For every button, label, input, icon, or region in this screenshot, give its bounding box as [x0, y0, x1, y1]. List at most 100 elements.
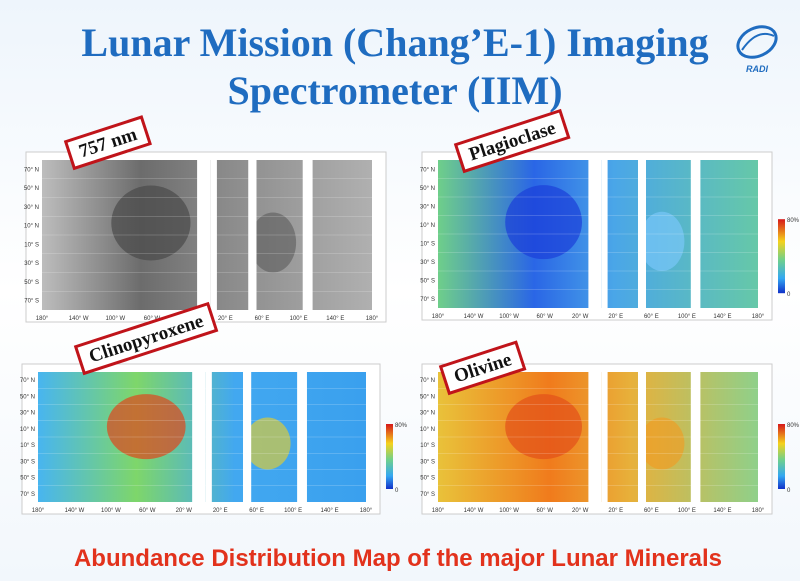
lat-tick-label: 30° S	[24, 261, 39, 267]
map-region	[106, 394, 186, 460]
data-gap	[638, 158, 646, 310]
lat-tick-label: 50° N	[420, 186, 435, 192]
colorbar-label: 0	[787, 488, 791, 494]
map-region	[244, 417, 291, 470]
colorbar-label: 0	[395, 488, 399, 494]
lat-tick-label: 50° N	[420, 394, 435, 400]
lon-tick-label: 180°	[752, 508, 765, 514]
data-gap	[248, 158, 257, 312]
lon-tick-label: 180°	[360, 508, 373, 514]
colorbar	[778, 219, 785, 294]
label-box	[63, 115, 152, 171]
lat-tick-label: 10° S	[420, 241, 435, 247]
lon-tick-label: 140° E	[326, 316, 344, 322]
lon-tick-label: 60° W	[536, 508, 553, 514]
data-gap	[302, 158, 313, 312]
map-region	[505, 394, 582, 460]
logo: RADI	[736, 25, 778, 74]
map-panel: 180° 140° W 100° W 60° W 20° W 20° E 60° E 100°…	[420, 340, 800, 515]
lat-tick-label: 10° N	[24, 224, 39, 230]
lat-tick-label: 70° N	[20, 378, 35, 384]
lon-tick-label: 100° W	[499, 508, 519, 514]
lat-tick-label: 10° S	[420, 443, 435, 449]
lon-tick-label: 20° W	[572, 314, 589, 320]
lon-tick-label: 60° E	[644, 508, 659, 514]
lon-tick-label: 140° W	[65, 508, 85, 514]
label-box	[73, 301, 219, 376]
lat-tick-label: 70° S	[24, 299, 39, 305]
data-gap	[205, 370, 212, 504]
lon-tick-label: 60° W	[139, 508, 156, 514]
map-region	[111, 185, 191, 261]
lon-tick-label: 60° E	[255, 316, 270, 322]
lon-tick-label: 180°	[32, 508, 45, 514]
data-gap	[690, 158, 701, 310]
data-gap	[638, 370, 646, 504]
footer: Abundance Distribution Map of the major …	[74, 545, 722, 572]
map-panel: 180° 140° W 100° W 60° W 20° W 20° E 60° E 100°…	[420, 108, 800, 321]
lat-tick-label: 70° N	[24, 167, 39, 173]
lat-tick-label: 70° S	[420, 297, 435, 303]
lon-tick-label: 140° W	[464, 508, 484, 514]
lon-tick-label: 140° W	[69, 316, 89, 322]
colorbar	[386, 424, 393, 489]
title-line: Spectrometer (IIM)	[227, 68, 562, 113]
lon-tick-label: 180°	[432, 508, 445, 514]
lon-tick-label: 180°	[752, 314, 765, 320]
lat-tick-label: 50° S	[420, 278, 435, 284]
lon-tick-label: 100° E	[284, 508, 302, 514]
lon-tick-label: 100° W	[499, 314, 519, 320]
lon-tick-label: 100° W	[105, 316, 125, 322]
logo-text: RADI	[746, 64, 768, 74]
lon-tick-label: 140° W	[464, 314, 484, 320]
lon-tick-label: 100° W	[101, 508, 121, 514]
lon-tick-label: 180°	[36, 316, 49, 322]
lat-tick-label: 70° N	[420, 378, 435, 384]
lon-tick-label: 60° E	[249, 508, 264, 514]
lat-tick-label: 30° N	[420, 204, 435, 210]
lat-tick-label: 50° S	[20, 476, 35, 482]
colorbar-label: 0	[787, 292, 791, 298]
map-region	[249, 212, 297, 273]
colorbar	[778, 424, 785, 489]
lon-tick-label: 20° E	[218, 316, 233, 322]
lat-tick-label: 30° S	[420, 260, 435, 266]
map-region	[639, 211, 685, 271]
lon-tick-label: 60° W	[536, 314, 553, 320]
lat-tick-label: 10° N	[420, 427, 435, 433]
lat-tick-label: 70° S	[420, 492, 435, 498]
lat-tick-label: 30° N	[420, 411, 435, 417]
lat-tick-label: 30° S	[420, 459, 435, 465]
lat-tick-label: 10° S	[24, 242, 39, 248]
lon-tick-label: 100° E	[678, 314, 696, 320]
lat-tick-label: 10° N	[420, 223, 435, 229]
lon-tick-label: 180°	[432, 314, 445, 320]
lat-tick-label: 30° S	[20, 459, 35, 465]
lat-tick-label: 50° N	[24, 186, 39, 192]
colorbar-label: 80%	[787, 218, 800, 224]
lon-tick-label: 60° E	[644, 314, 659, 320]
lat-tick-label: 10° N	[20, 427, 35, 433]
lon-tick-label: 20° W	[572, 508, 589, 514]
data-gap	[210, 158, 217, 312]
title-line: Lunar Mission (Chang’E-1) Imaging	[81, 20, 708, 65]
data-gap	[243, 370, 252, 504]
colorbar-label: 80%	[787, 423, 800, 429]
data-gap	[297, 370, 307, 504]
colorbar-label: 80%	[395, 423, 408, 429]
lon-tick-label: 20° E	[608, 508, 623, 514]
data-gap	[197, 158, 211, 312]
lon-tick-label: 20° W	[176, 508, 193, 514]
label-box	[438, 340, 527, 396]
lat-tick-label: 70° S	[20, 492, 35, 498]
label-box	[453, 108, 571, 174]
map-region	[639, 417, 685, 470]
lon-tick-label: 60° W	[144, 316, 161, 322]
lon-tick-label: 20° E	[608, 314, 623, 320]
map-panel: 180° 140° W 100° W 60° W 20° W 20° E 60° E 100°…	[20, 301, 408, 515]
lat-tick-label: 50° S	[24, 280, 39, 286]
lat-tick-label: 10° S	[20, 443, 35, 449]
lat-tick-label: 50° S	[420, 476, 435, 482]
data-gap	[192, 370, 206, 504]
